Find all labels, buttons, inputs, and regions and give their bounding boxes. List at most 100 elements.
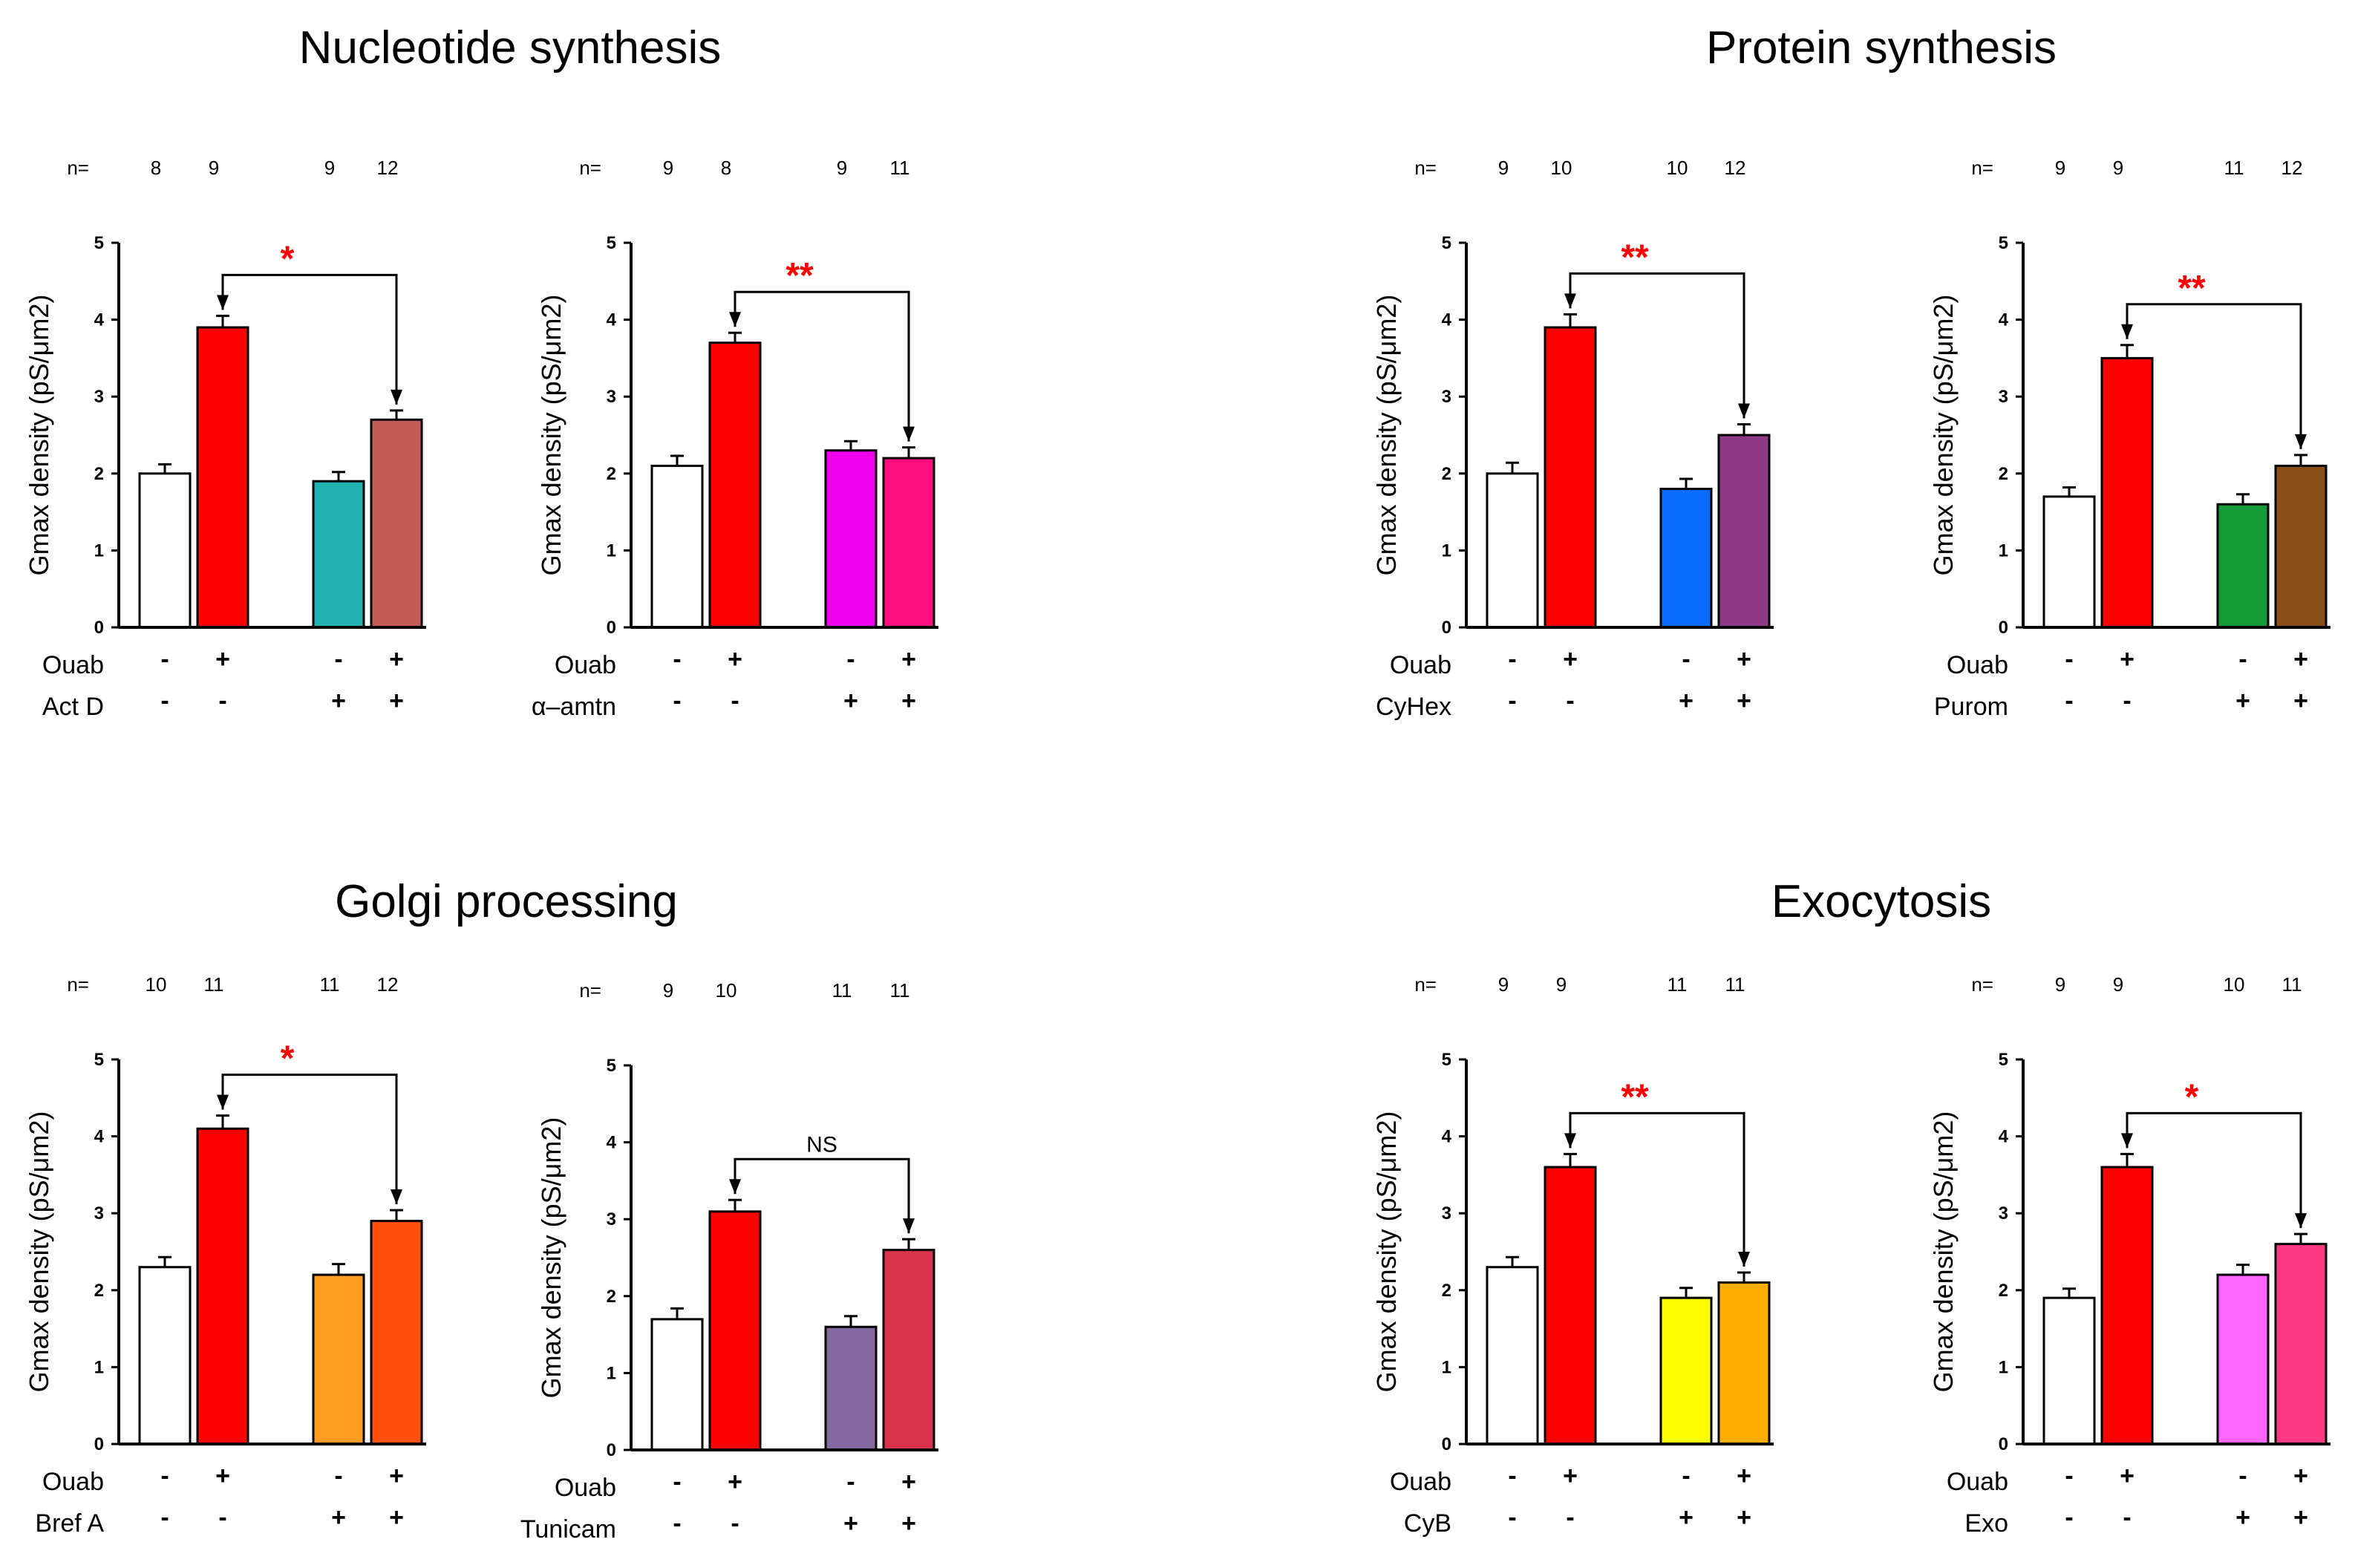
ouab-sign: - (334, 1462, 342, 1490)
n-value: 11 (320, 973, 340, 996)
drug-sign: - (1508, 687, 1516, 715)
n-value: 9 (1556, 973, 1567, 996)
drug-sign: + (901, 687, 916, 715)
drug-sign: - (2123, 1503, 2131, 1532)
y-tick-label: 5 (94, 233, 104, 253)
arrowhead (217, 295, 229, 310)
n-value: 9 (2055, 973, 2065, 996)
bar (1544, 326, 1597, 629)
n-prefix: n= (1414, 157, 1437, 179)
y-tick-label: 3 (1442, 1203, 1451, 1224)
bar (2042, 495, 2096, 629)
bar (2100, 356, 2154, 629)
ouab-sign: - (673, 1468, 681, 1496)
bar (2216, 503, 2270, 629)
ouab-sign: + (389, 645, 404, 673)
n-value: 12 (377, 973, 399, 996)
y-tick-label: 0 (1442, 618, 1451, 638)
y-tick-label: 1 (1442, 1357, 1451, 1377)
y-tick-label: 0 (1442, 1434, 1451, 1454)
bar (196, 1127, 249, 1446)
bar (650, 464, 704, 629)
ouab-sign: - (2065, 1462, 2073, 1490)
n-prefix: n= (1971, 973, 1993, 996)
y-tick-label: 2 (1442, 1281, 1451, 1301)
y-tick-label: 3 (1442, 387, 1451, 407)
n-value: 11 (2224, 157, 2244, 179)
ouab-sign: + (389, 1462, 404, 1490)
n-value: 9 (1498, 157, 1509, 179)
bar (1717, 1281, 1771, 1446)
drug-label: Tunicam (520, 1515, 616, 1544)
n-value: 9 (663, 979, 673, 1002)
y-tick-label: 0 (94, 618, 104, 638)
y-tick-label: 5 (607, 1056, 616, 1076)
drug-sign: + (1679, 1503, 1693, 1532)
bar (2216, 1273, 2270, 1446)
significance-bracket (221, 1074, 398, 1205)
bar (370, 418, 423, 629)
ouab-label: Ouab (555, 651, 616, 679)
n-prefix: n= (67, 157, 89, 179)
y-tick-label: 4 (1442, 310, 1452, 330)
ouab-sign: + (901, 1468, 916, 1496)
significance-bracket (2126, 1111, 2302, 1229)
ouab-sign: - (160, 645, 169, 673)
y-tick-label: 4 (1999, 1127, 2009, 1147)
bar (312, 480, 365, 629)
bar (2274, 464, 2328, 629)
n-value: 12 (377, 157, 399, 179)
bar (370, 1220, 423, 1446)
significance-bracket (1569, 1111, 1745, 1267)
n-value: 8 (721, 157, 731, 179)
bar (1486, 472, 1539, 629)
bar (1717, 434, 1771, 629)
ouab-sign: + (901, 645, 916, 673)
arrowhead (1564, 293, 1576, 309)
ouab-sign: - (1682, 645, 1690, 673)
y-axis-label: Gmax density (pS/μm2) (1928, 1111, 1959, 1393)
y-tick-label: 1 (1442, 540, 1451, 561)
ouab-sign: + (2293, 1462, 2308, 1490)
y-tick-label: 5 (1999, 233, 2008, 253)
n-prefix: n= (1971, 157, 1993, 179)
bar (708, 1210, 762, 1451)
drug-sign: - (673, 1509, 681, 1538)
n-value: 10 (146, 973, 167, 996)
y-tick-label: 3 (1999, 1203, 2008, 1224)
y-tick-label: 1 (1999, 540, 2008, 561)
y-tick-label: 1 (607, 540, 616, 561)
y-axis-label: Gmax density (pS/μm2) (1371, 295, 1402, 576)
arrowhead (903, 1218, 915, 1234)
significance-label: * (281, 239, 295, 278)
n-value: 11 (832, 979, 852, 1002)
bar (2100, 1166, 2154, 1446)
bar (1659, 1296, 1713, 1446)
y-axis-label: Gmax density (pS/μm2) (536, 295, 566, 576)
y-axis-label: Gmax density (pS/μm2) (1371, 1111, 1402, 1393)
drug-label: α–amtn (532, 693, 616, 721)
bar (2042, 1296, 2096, 1446)
panel-tunicam: 0 1 2 3 4 5 Gmax density (pS/μm2) n= 9 10 11 11 NS Ou… (520, 979, 938, 1544)
section-title-exocytosis: Exocytosis (1771, 876, 1991, 927)
y-tick-label: 2 (607, 464, 616, 484)
arrowhead (729, 1179, 741, 1195)
drug-label: CyB (1404, 1509, 1451, 1538)
arrowhead (391, 1189, 402, 1205)
panel-alpha-amanitin: 0 1 2 3 4 5 Gmax density (pS/μm2) n= 9 8 9 11 ** Ouab… (532, 157, 938, 721)
ouab-sign: + (215, 1462, 230, 1490)
drug-sign: - (218, 1503, 226, 1532)
n-prefix: n= (579, 979, 601, 1002)
arrowhead (1738, 403, 1750, 419)
n-value: 11 (890, 157, 910, 179)
y-tick-label: 0 (1999, 1434, 2008, 1454)
ouab-sign: - (1682, 1462, 1690, 1490)
y-tick-label: 4 (607, 310, 617, 330)
drug-label: Act D (42, 693, 104, 721)
drug-sign: + (2293, 687, 2308, 715)
y-tick-label: 3 (1999, 387, 2008, 407)
drug-sign: + (389, 1503, 404, 1532)
ouab-sign: + (728, 1468, 742, 1496)
